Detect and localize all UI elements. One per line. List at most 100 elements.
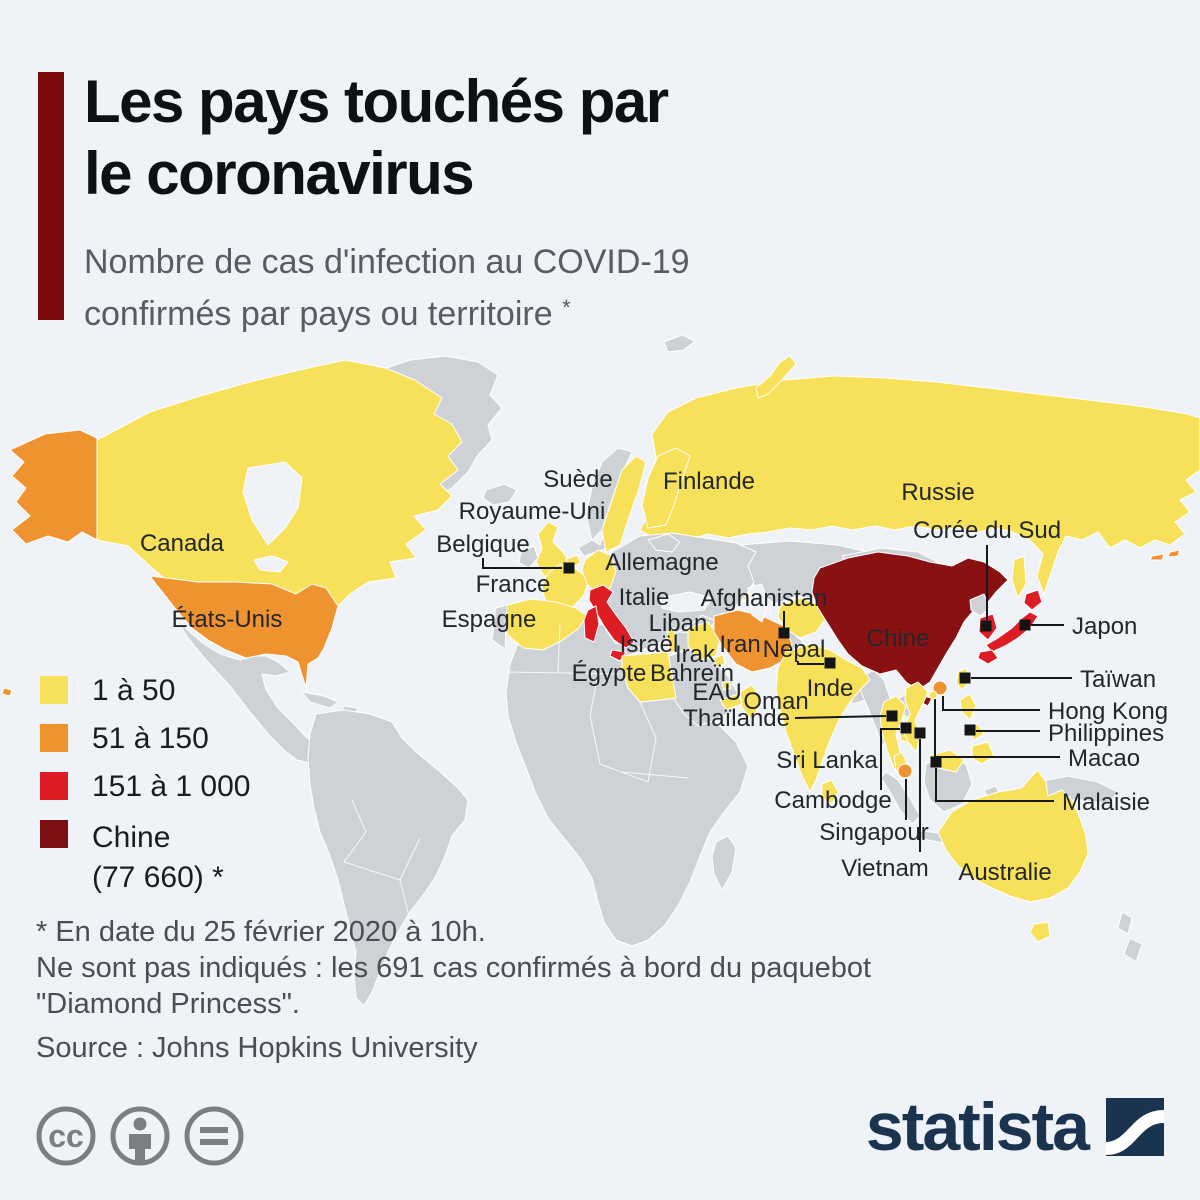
europe-group [491, 447, 757, 662]
legend-swatch-orange [40, 724, 68, 752]
country-kuwait [713, 654, 726, 668]
legend-item-chine: Chine (77 660) * [40, 818, 250, 894]
cc-icon[interactable]: cc [36, 1106, 96, 1166]
legend-item-1-50: 1 à 50 [40, 674, 250, 708]
map-label-cambodge: Cambodge [774, 787, 891, 814]
svg-text:cc: cc [48, 1118, 84, 1154]
marker-vietnam [914, 727, 926, 739]
country-svalbard [663, 334, 696, 353]
map-label-singapour: Singapour [819, 819, 928, 846]
source-line: Source : Johns Hopkins University [36, 1032, 478, 1064]
marker-macao [928, 690, 938, 700]
country-philippines-mindanao [971, 741, 995, 765]
oceania-group [937, 769, 1089, 943]
country-allemagne [581, 549, 617, 595]
marker-malaisie [930, 756, 942, 768]
marker-coree-du-sud [980, 620, 992, 632]
water-overlays [242, 461, 769, 623]
cc-nd-icon[interactable] [184, 1106, 244, 1166]
continent-africa [505, 619, 749, 947]
map-label-liban: Liban [649, 610, 708, 637]
map-label-oman: Oman [743, 688, 808, 715]
marker-taiwan [959, 672, 971, 684]
country-japon-hokkaido [1023, 589, 1043, 611]
country-irak [687, 621, 721, 661]
subtitle-line-1: Nombre de cas d'infection au COVID-19 [84, 243, 690, 281]
country-ireland [518, 545, 539, 569]
map-label-russie: Russie [901, 479, 974, 506]
internal-borders [343, 623, 689, 921]
map-label-japon: Japon [1072, 613, 1137, 640]
map-label-taiwan: Taïwan [1080, 666, 1156, 693]
subtitle-line-2: confirmés par pays ou territoire * [84, 295, 571, 333]
map-label-espagne: Espagne [442, 606, 537, 633]
country-philippines-luzon [959, 693, 977, 721]
marker-afghanistan [778, 627, 790, 639]
accent-bar [38, 72, 64, 320]
country-north-korea [969, 593, 991, 617]
country-iceland [482, 483, 518, 506]
map-label-afghanistan: Afghanistan [701, 585, 828, 612]
map-label-israel: Israël [620, 631, 679, 658]
marker-belgique [563, 562, 575, 574]
island-sicily [609, 649, 627, 662]
map-label-australie: Australie [958, 859, 1051, 886]
continent-south-america [307, 709, 469, 1007]
map-label-philippines: Philippines [1048, 720, 1164, 747]
marker-hong-kong [932, 680, 948, 696]
map-label-coree-du-sud: Corée du Sud [913, 517, 1061, 544]
marker-thailande [886, 710, 898, 722]
leader-line-cambodge [880, 728, 900, 790]
statista-logo-mark [1106, 1098, 1164, 1156]
africa-mideast-colored [621, 597, 827, 721]
legend-item-51-150: 51 à 150 [40, 722, 250, 756]
country-madagascar [711, 835, 737, 891]
island-sardinia-corsica [583, 605, 600, 643]
map-label-etats-unis: États-Unis [172, 606, 283, 633]
page-title: Les pays touchés par le coronavirus [84, 66, 669, 210]
cc-by-icon[interactable] [110, 1106, 170, 1166]
country-vietnam [902, 681, 929, 753]
legend-label: 51 à 150 [92, 722, 209, 755]
island-sakhalin [1011, 555, 1027, 599]
country-new-zealand [1117, 911, 1143, 963]
region-baltics [647, 533, 681, 553]
country-espagne [500, 598, 588, 651]
country-israel-liban [666, 627, 678, 654]
leader-line-belgique [482, 558, 562, 569]
country-russie [639, 375, 1200, 595]
map-label-chine: Chine [867, 625, 930, 652]
region-alaska [9, 429, 98, 545]
legend-label: 1 à 50 [92, 674, 176, 707]
country-australie [937, 769, 1089, 903]
island-tasmania [1029, 921, 1051, 943]
country-etats-unis [149, 575, 339, 689]
legend-swatch-darkred [40, 820, 68, 848]
map-label-france: France [476, 571, 551, 598]
legend: 1 à 50 51 à 150 151 à 1 000 Chine (77 66… [40, 674, 250, 894]
map-label-malaisie: Malaisie [1062, 789, 1150, 816]
statista-wordmark: statista [865, 1089, 1090, 1165]
statista-logo[interactable]: statista [865, 1089, 1164, 1165]
country-suede [601, 455, 647, 553]
map-label-thailande: Thaïlande [683, 705, 790, 732]
island-sumatra [880, 771, 921, 825]
country-finlande [641, 447, 691, 529]
title-line-2: le coronavirus [84, 140, 475, 207]
map-label-suede: Suède [543, 466, 612, 493]
cc-license-badges[interactable]: cc [36, 1104, 296, 1173]
map-label-vietnam: Vietnam [841, 855, 929, 882]
footnote-line-3: "Diamond Princess". [36, 988, 300, 1020]
marker-cambodge [900, 722, 912, 734]
map-label-sri-lanka: Sri Lanka [776, 747, 878, 774]
footnote-line-2: Ne sont pas indiqués : les 691 cas confi… [36, 952, 872, 984]
leader-line-thailande [794, 715, 887, 719]
country-portugal [491, 604, 508, 650]
page-subtitle: Nombre de cas d'infection au COVID-19 co… [84, 240, 690, 337]
leader-line-macao [934, 699, 1060, 758]
marker-japon [1019, 619, 1031, 631]
marker-singapour [897, 763, 913, 779]
title-line-1: Les pays touchés par [84, 68, 669, 135]
country-bahrein [721, 680, 732, 691]
